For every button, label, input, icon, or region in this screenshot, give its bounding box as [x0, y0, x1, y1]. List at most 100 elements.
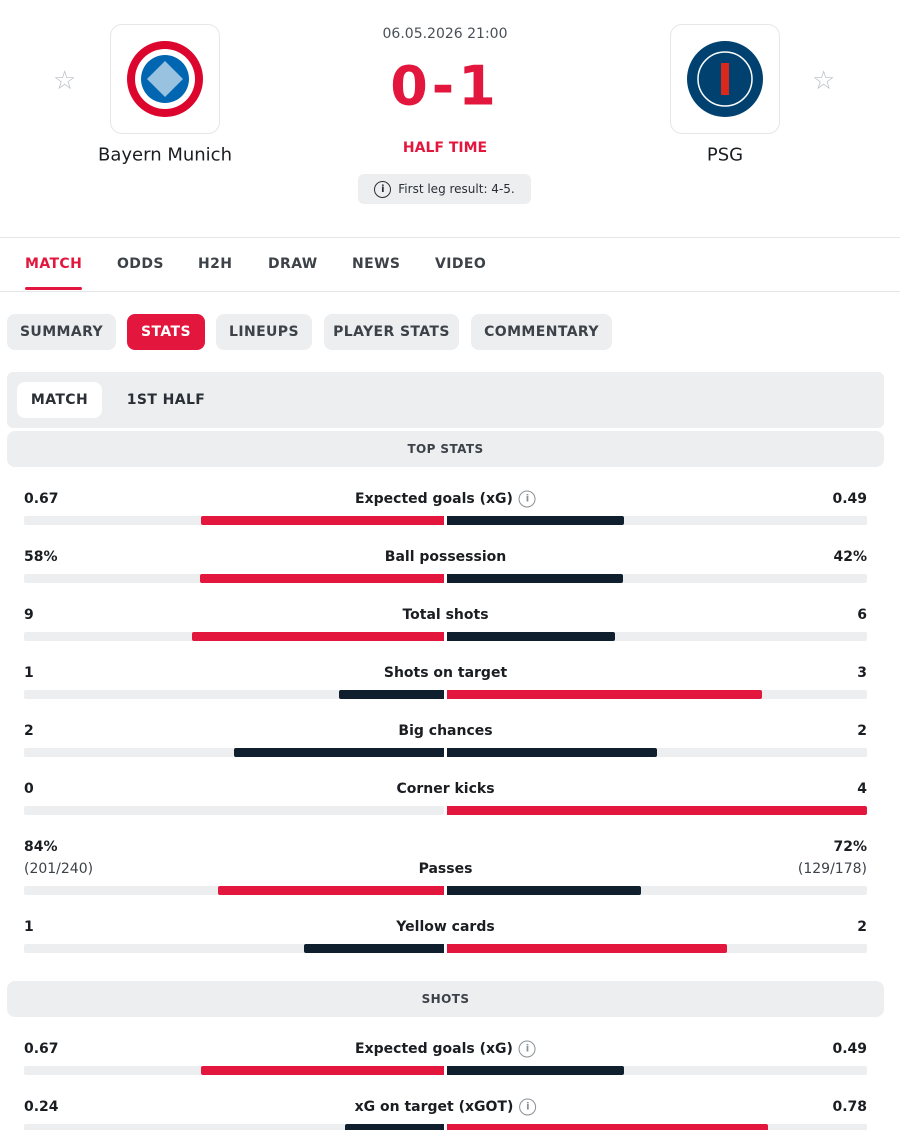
away-bar	[447, 886, 641, 895]
bar-track	[447, 1066, 867, 1075]
divider	[0, 291, 900, 292]
stat-name: Passes	[419, 861, 473, 877]
home-value: 58%	[24, 549, 58, 565]
stat-name-text: Expected goals (xG)	[355, 1041, 513, 1057]
subtab[interactable]: STATS	[127, 314, 205, 350]
away-bar	[447, 1066, 625, 1075]
divider	[0, 237, 900, 238]
away-bar	[447, 690, 762, 699]
score: 0-1	[390, 54, 500, 118]
stat-name-text: Yellow cards	[396, 919, 495, 935]
home-logo[interactable]	[110, 24, 220, 134]
away-value: 72%	[833, 839, 867, 855]
away-bar	[447, 944, 727, 953]
home-value: 0.67	[24, 1041, 59, 1057]
home-bar	[201, 516, 444, 525]
away-value: 3	[857, 665, 867, 681]
away-value: 42%	[833, 549, 867, 565]
section-header: TOP STATS	[7, 431, 884, 467]
away-bar	[447, 632, 615, 641]
tab[interactable]: H2H	[198, 256, 233, 272]
section-header: SHOTS	[7, 981, 884, 1017]
stat-name: Expected goals (xG) i	[355, 490, 536, 508]
home-value: 0.24	[24, 1099, 59, 1115]
home-bar	[192, 632, 444, 641]
stat-name: Expected goals (xG) i	[355, 1040, 536, 1058]
away-logo[interactable]	[670, 24, 780, 134]
away-bar	[447, 1124, 769, 1130]
stat-name-text: Shots on target	[383, 665, 508, 681]
bar-track	[24, 806, 444, 815]
subtab[interactable]: LINEUPS	[216, 314, 312, 350]
tab[interactable]: VIDEO	[435, 256, 487, 272]
away-bar	[447, 748, 657, 757]
favorite-star[interactable]: ☆	[812, 66, 836, 96]
stat-name-text: Ball possession	[384, 549, 507, 565]
stat-name-text: Passes	[418, 861, 473, 877]
home-team[interactable]: Bayern Munich	[98, 144, 232, 166]
home-bar	[201, 1066, 444, 1075]
tab-underline	[25, 287, 82, 290]
bar-track	[447, 574, 867, 583]
away-value: 6	[857, 607, 867, 623]
away-bar	[447, 516, 625, 525]
stat-name: Shots on target	[384, 665, 507, 681]
bar-track	[447, 516, 867, 525]
bar-track	[24, 1124, 444, 1130]
stat-name-text: Expected goals (xG)	[355, 491, 513, 507]
subtab[interactable]: PLAYER STATS	[324, 314, 459, 350]
stat-name-text: Corner kicks	[396, 781, 495, 797]
bayern-crest	[127, 41, 203, 117]
bar-track	[447, 748, 867, 757]
period-tab[interactable]: 1ST HALF	[126, 392, 206, 408]
away-value: 2	[857, 919, 867, 935]
stat-name: Ball possession	[385, 549, 506, 565]
match-status: HALF TIME	[402, 140, 488, 156]
tab[interactable]: NEWS	[352, 256, 401, 272]
home-value: 2	[24, 723, 34, 739]
bar-track	[447, 632, 867, 641]
home-value: 0	[24, 781, 34, 797]
home-value: 84%	[24, 839, 58, 855]
away-detail: (129/178)	[797, 861, 867, 877]
stat-name: xG on target (xGOT) i	[355, 1098, 537, 1116]
home-bar	[339, 690, 444, 699]
tab[interactable]: MATCH	[25, 256, 83, 272]
away-value: 0.49	[832, 491, 867, 507]
info-icon[interactable]: i	[518, 490, 536, 508]
tab[interactable]: DRAW	[268, 256, 318, 272]
stat-name: Total shots	[402, 607, 488, 623]
away-value: 4	[857, 781, 867, 797]
period-tab[interactable]: MATCH	[17, 382, 102, 418]
subtab[interactable]: COMMENTARY	[471, 314, 612, 350]
tab[interactable]: ODDS	[117, 256, 164, 272]
home-value: 1	[24, 919, 34, 935]
stat-name: Big chances	[398, 723, 492, 739]
away-value: 0.78	[832, 1099, 867, 1115]
period-bar	[7, 372, 884, 428]
home-bar	[345, 1124, 444, 1130]
away-value: 0.49	[832, 1041, 867, 1057]
home-bar	[304, 944, 444, 953]
home-bar	[217, 886, 444, 895]
bar-track	[447, 886, 867, 895]
home-bar	[234, 748, 444, 757]
match-datetime: 06.05.2026 21:00	[382, 26, 508, 42]
bar-track	[24, 944, 444, 953]
home-value: 1	[24, 665, 34, 681]
home-detail: (201/240)	[24, 861, 94, 877]
info-icon[interactable]: i	[519, 1098, 537, 1116]
info-icon[interactable]: i	[518, 1040, 536, 1058]
first-leg-note: i First leg result: 4-5.	[358, 174, 531, 204]
away-bar	[447, 574, 624, 583]
away-value: 2	[857, 723, 867, 739]
subtab[interactable]: SUMMARY	[7, 314, 116, 350]
note-text: First leg result: 4-5.	[398, 182, 515, 196]
home-value: 0.67	[24, 491, 59, 507]
stat-name-text: Big chances	[398, 723, 493, 739]
bar-track	[24, 690, 444, 699]
favorite-star[interactable]: ☆	[53, 66, 77, 96]
away-team[interactable]: PSG	[706, 144, 744, 166]
home-value: 9	[24, 607, 34, 623]
